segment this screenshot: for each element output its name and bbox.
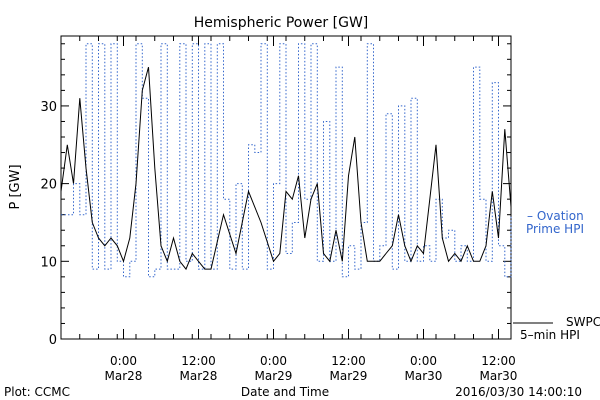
x-tick-label-time-2: 0:00 xyxy=(260,354,287,368)
footer-plot-credit: Plot: CCMC xyxy=(4,385,70,399)
legend-ovation-line1: – Ovation xyxy=(527,209,584,223)
footer: Plot: CCMC Date and Time 2016/03/30 14:0… xyxy=(4,385,582,399)
x-tick-label-date-0: Mar28 xyxy=(105,369,143,383)
plot-area-border xyxy=(60,35,512,340)
y-tick-label-0: 0 xyxy=(49,333,57,348)
x-tick-label-time-5: 12:00 xyxy=(481,354,516,368)
x-tick-label-date-3: Mar29 xyxy=(330,369,368,383)
series-layer xyxy=(60,43,512,278)
x-tick-label-time-3: 12:00 xyxy=(331,354,366,368)
series-line-swpc-5min-hpi xyxy=(60,66,512,271)
footer-timestamp: 2016/03/30 14:00:10 xyxy=(455,385,582,399)
legend-ovation-line2: Prime HPI xyxy=(526,222,584,236)
x-tick-label-time-4: 0:00 xyxy=(410,354,437,368)
x-tick-label-time-0: 0:00 xyxy=(110,354,137,368)
footer-xlabel: Date and Time xyxy=(241,385,329,399)
x-tick-label-date-1: Mar28 xyxy=(180,369,218,383)
y-tick-label-10: 10 xyxy=(40,255,57,270)
x-tick-label-date-4: Mar30 xyxy=(405,369,443,383)
x-axis: 0:00Mar2812:00Mar280:00Mar2912:00Mar290:… xyxy=(60,36,518,383)
y-axis-label: P [GW] xyxy=(8,164,23,209)
legend-swpc-line2: 5–min HPI xyxy=(520,328,580,342)
y-axis: 0 10 20 30 xyxy=(40,43,511,348)
chart-title: Hemispheric Power [GW] xyxy=(194,15,369,31)
y-tick-label-30: 30 xyxy=(40,100,57,115)
legend: – Ovation Prime HPI SWPC 5–min HPI xyxy=(513,209,600,342)
plot-frame xyxy=(60,35,512,340)
x-tick-label-time-1: 12:00 xyxy=(181,354,216,368)
legend-swpc-line1: SWPC xyxy=(566,315,600,329)
y-tick-label-20: 20 xyxy=(40,178,57,193)
x-tick-label-date-2: Mar29 xyxy=(255,369,293,383)
x-tick-label-date-5: Mar30 xyxy=(480,369,518,383)
